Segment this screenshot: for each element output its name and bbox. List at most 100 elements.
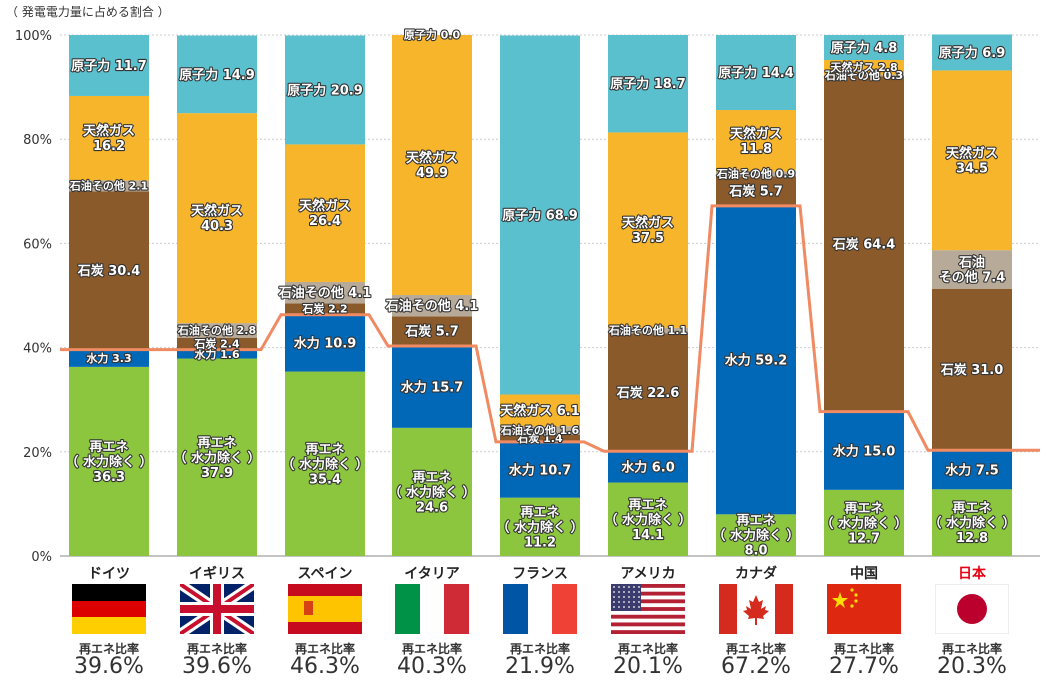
segment-label: 天然ガス 37.5 [622, 215, 674, 246]
flag-icon-germany [72, 584, 146, 634]
segment-label: 水力 10.7 [509, 462, 572, 478]
segment-label: 水力 59.2 [725, 353, 788, 369]
y-tick-label: 20% [23, 446, 52, 461]
country-label: イギリス [189, 566, 245, 582]
bar-segment-coal [608, 333, 688, 452]
segment-label: 原子力 68.9 [502, 208, 578, 224]
segment-label: 再エネ（ 水力除く ） 35.4 [281, 442, 368, 487]
segment-label: 石油その他 4.1 [385, 298, 479, 314]
bar-segment-nuclear [500, 35, 580, 395]
segment-label: 水力 3.3 [86, 351, 131, 365]
bar-segment-nuclear [285, 35, 365, 145]
segment-label: 水力 7.5 [945, 462, 999, 478]
bar-segment-oil [716, 171, 796, 177]
segment-label: 石油その他 1.1 [608, 323, 687, 337]
segment-label: 天然ガス 40.3 [191, 203, 243, 234]
country-label: ドイツ [88, 566, 130, 582]
ratio-value: 67.2% [721, 654, 791, 679]
bar-segment-re [392, 427, 472, 556]
segment-label: 原子力 4.8 [831, 40, 898, 56]
bar-segment-gas [824, 60, 904, 75]
segment-label: 石炭 2.2 [301, 302, 347, 316]
ratio-value: 20.1% [613, 654, 683, 679]
segment-label: 再エネ（ 水力除く ） 24.6 [388, 470, 475, 515]
bar-segment-oil [392, 294, 472, 317]
segment-label: 石炭 5.7 [728, 184, 783, 200]
ratio-value: 40.3% [397, 654, 467, 679]
segment-label: 石油その他 1.6 [500, 423, 580, 437]
bar-segment-coal [500, 434, 580, 442]
ratio-value: 21.9% [505, 654, 575, 679]
flag-icon-france [503, 584, 577, 634]
segment-label: 天然ガス 16.2 [83, 123, 135, 154]
bar-segment-hydro [932, 450, 1012, 490]
segment-label: 天然ガス 2.8 [830, 60, 897, 74]
ratio-value: 46.3% [290, 654, 360, 679]
ratio-title: 再エネ比率 [186, 642, 247, 656]
ratio-title: 再エネ比率 [509, 642, 570, 656]
ratio-title: 再エネ比率 [78, 642, 139, 656]
bar-segment-oil [285, 281, 365, 304]
segment-label: 再エネ（ 水力除く ） 14.1 [604, 498, 691, 543]
bar-segment-re [824, 489, 904, 556]
segment-label: 原子力 14.4 [718, 65, 794, 81]
bar-segment-nuclear [716, 35, 796, 111]
segment-label: 天然ガス 11.8 [730, 126, 782, 157]
ratio-title: 再エネ比率 [941, 642, 1002, 656]
bar-segment-re [69, 366, 149, 556]
ratio-value: 39.6% [74, 654, 144, 679]
bar-segment-hydro [285, 314, 365, 372]
bar-segment-hydro [177, 350, 257, 359]
segment-label: 水力 1.6 [194, 347, 240, 361]
ratio-value: 39.6% [182, 654, 252, 679]
bar-segment-coal [177, 337, 257, 351]
bar-segment-re [177, 358, 257, 556]
bar-segment-oil [608, 327, 688, 334]
bar-segment-gas [716, 110, 796, 172]
bar-segment-hydro [716, 205, 796, 515]
bar-segment-nuclear [932, 34, 1012, 71]
segment-label: 石油その他 0.3 [824, 68, 903, 82]
bar-segment-hydro [392, 346, 472, 428]
flag-icon-usa [611, 584, 685, 634]
flag-icon-spain [288, 584, 362, 634]
bar-segment-gas [392, 35, 472, 295]
segment-label: 再エネ（ 水力除く ） 36.3 [65, 440, 152, 485]
bar-segment-nuclear [824, 35, 904, 61]
segment-label: 再エネ（ 水力除く ） 12.8 [928, 501, 1015, 546]
renewable-ratio-line [60, 204, 1040, 453]
country-label: フランス [512, 566, 568, 582]
segment-label: 石炭 30.4 [77, 263, 141, 279]
bar-segment-re [932, 489, 1012, 556]
ratio-title: 再エネ比率 [401, 642, 462, 656]
bar-segment-oil [932, 250, 1012, 289]
segment-label: 原子力 0.0 [404, 28, 461, 42]
segment-label: 原子力 20.9 [287, 82, 363, 98]
bar-segment-gas [177, 113, 257, 324]
segment-label: 石炭 31.0 [940, 362, 1004, 378]
y-tick-label: 40% [23, 342, 52, 357]
flag-icon-uk [177, 579, 257, 639]
country-label: アメリカ [620, 566, 676, 582]
segment-label: 石炭 22.6 [616, 385, 680, 401]
segment-label: 原子力 11.7 [71, 58, 147, 74]
bar-segment-gas [285, 144, 365, 282]
bar-segment-coal [285, 303, 365, 315]
country-label: イタリア [404, 566, 460, 582]
segment-label: 天然ガス 6.1 [500, 403, 580, 419]
y-tick-label: 100% [15, 29, 52, 44]
segment-label: 石炭 64.4 [832, 236, 896, 252]
bar-segment-re [716, 514, 796, 556]
segment-label: 石炭 2.4 [193, 336, 240, 350]
segment-label: 天然ガス 49.9 [406, 150, 458, 181]
ratio-title: 再エネ比率 [725, 642, 786, 656]
bar-segment-oil [500, 426, 580, 435]
segment-label: 再エネ（ 水力除く ） 37.9 [173, 436, 260, 481]
ratio-title: 再エネ比率 [617, 642, 678, 656]
segment-label: 水力 15.0 [833, 443, 896, 459]
segment-label: 原子力 14.9 [179, 67, 255, 83]
flag-icon-canada [719, 584, 793, 634]
bar-segment-hydro [69, 349, 149, 367]
bar-segment-oil [69, 180, 149, 192]
